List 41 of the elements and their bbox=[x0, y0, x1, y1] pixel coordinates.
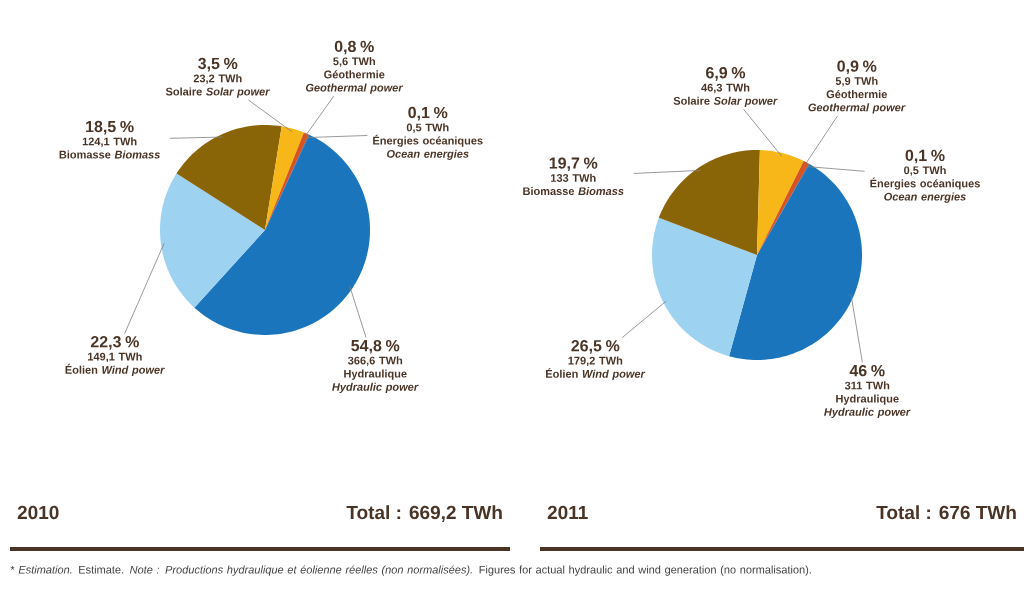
text: 311 TWh bbox=[844, 381, 890, 390]
data-label: 22,3 % bbox=[90, 336, 139, 350]
slice-label: Hydraulique Hydraulic power bbox=[332, 369, 419, 394]
text: Total : 676 TWh bbox=[876, 505, 1016, 520]
data-label: 0,1 % bbox=[408, 106, 448, 121]
text: 2010 bbox=[17, 505, 59, 520]
text: 0,5 TWh bbox=[904, 166, 946, 176]
text: 23,2 TWh bbox=[193, 74, 242, 84]
slice-label: Énergies océaniques Ocean energies bbox=[373, 134, 483, 160]
slice-label: Éolien Wind power bbox=[65, 363, 165, 376]
text: 124,1 TWh bbox=[82, 137, 137, 147]
text: 0,5 TWh bbox=[406, 123, 449, 133]
slice-label: Géothermie Geothermal power bbox=[808, 89, 906, 114]
data-label: 6,9 % bbox=[706, 67, 746, 81]
text: 46,3 TWh bbox=[701, 83, 750, 94]
data-label: 19,7 % bbox=[549, 157, 598, 172]
slice-label: Énergies océaniques Ocean energies bbox=[870, 177, 980, 203]
data-label: 54,8 % bbox=[351, 339, 400, 354]
slice-label: Solaire Solar power bbox=[673, 96, 778, 107]
data-label: 3,5 % bbox=[198, 57, 238, 72]
data-label: 46 % bbox=[849, 364, 885, 377]
data-label: 0,9 % bbox=[837, 60, 877, 75]
text: 5,9 TWh bbox=[835, 76, 878, 87]
data-label: 0,1 % bbox=[905, 149, 945, 164]
slice-label: Biomasse Biomass bbox=[523, 187, 624, 196]
text: 366,6 TWh bbox=[348, 356, 403, 367]
slice-label: Solaire Solar power bbox=[165, 87, 270, 98]
text: 5,6 TWh bbox=[333, 57, 375, 67]
slice-label: Géothermie Geothermal power bbox=[305, 70, 404, 94]
data-label: 18,5 % bbox=[86, 120, 134, 135]
text: *Estimation. Estimate. Note : Productions hydraulique et éolienne réelles (non normalisées). Figures for actual hydraulic and wind generation (no normalisation). bbox=[10, 565, 811, 576]
text: 2011 bbox=[547, 505, 588, 520]
data-label: 26,5 % bbox=[571, 340, 620, 354]
slice-label: Biomasse Biomass bbox=[59, 150, 160, 159]
text: 133 TWh bbox=[551, 173, 596, 182]
text: 149,1 TWh bbox=[88, 352, 142, 363]
slice-label: Hydraulique Hydraulic power bbox=[824, 394, 911, 419]
text: 179,2 TWh bbox=[568, 356, 623, 367]
text: Total : 669,2 TWh bbox=[346, 505, 502, 522]
slice-label: Éolien Wind power bbox=[546, 367, 646, 380]
data-label: 0,8 % bbox=[334, 40, 374, 55]
